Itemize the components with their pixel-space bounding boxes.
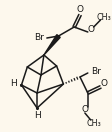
Text: Br: Br (91, 67, 101, 76)
Polygon shape (44, 35, 60, 55)
Text: CH₃: CH₃ (96, 13, 111, 22)
Text: Br: Br (34, 34, 44, 43)
Text: O: O (87, 25, 94, 34)
Text: O: O (81, 105, 88, 114)
Text: H: H (34, 112, 40, 121)
Text: CH₃: CH₃ (86, 119, 101, 128)
Text: O: O (101, 79, 108, 88)
Text: H: H (10, 79, 17, 88)
Text: O: O (76, 6, 84, 15)
